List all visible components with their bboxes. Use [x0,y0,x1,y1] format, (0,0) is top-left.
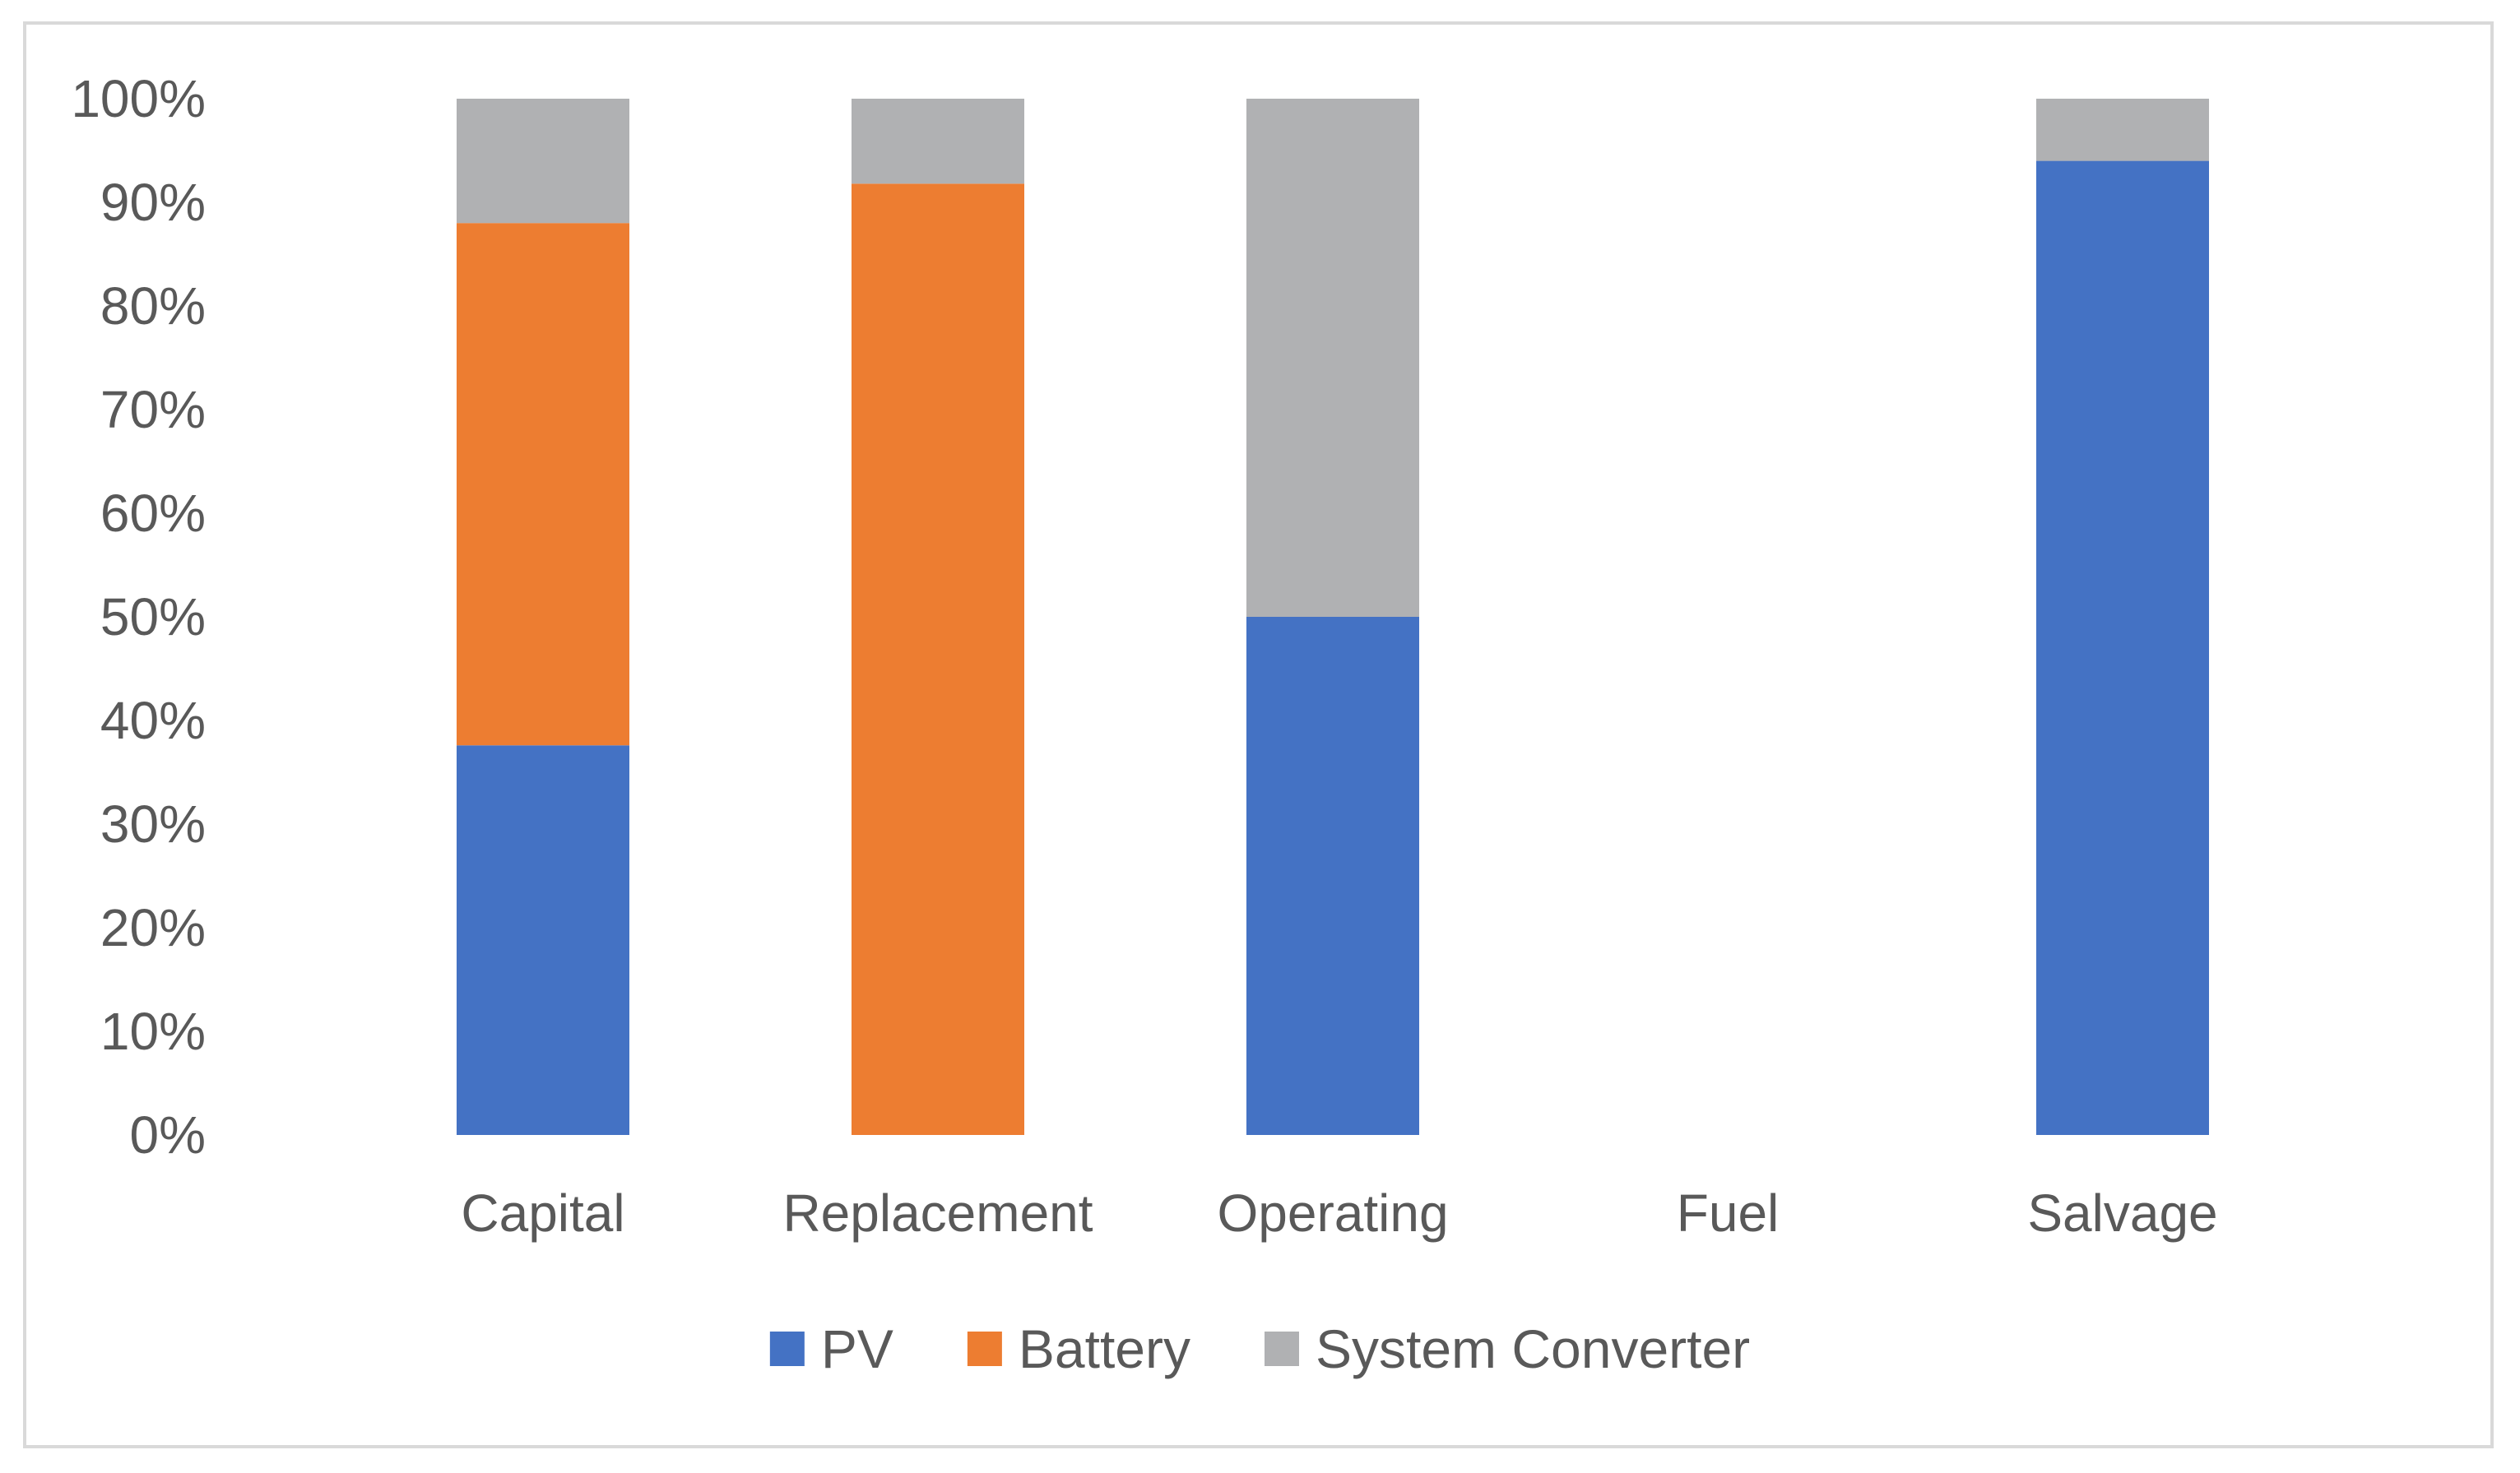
bar-capital-battery [457,223,629,746]
bar-operating-pv [1246,617,1419,1135]
bar-operating-system-converter [1246,99,1419,617]
y-tick-label: 20% [100,898,206,957]
legend-label-pv: PV [821,1318,893,1379]
y-tick-label: 50% [100,587,206,646]
bars [457,99,2209,1136]
x-tick-label: Fuel [1677,1183,1780,1243]
legend: PV Battery System Converter [769,1318,1750,1379]
y-tick-label: 10% [100,1002,206,1061]
legend-swatch-pv [769,1332,805,1366]
legend-swatch-system-converter [1264,1332,1299,1366]
x-tick-label: Capital [461,1183,624,1243]
y-tick-label: 80% [100,276,206,336]
x-tick-label: Replacement [782,1183,1093,1243]
y-tick-label: 100% [71,69,206,128]
bar-capital-pv [457,745,629,1135]
bar-salvage-system-converter [2036,99,2209,161]
legend-swatch-battery [967,1332,1002,1366]
legend-label-battery: Battery [1019,1318,1190,1379]
bar-capital-system-converter [457,99,629,224]
y-tick-label: 60% [100,484,206,543]
legend-label-system-converter: System Converter [1316,1318,1750,1379]
bar-replacement-system-converter [852,99,1024,184]
y-tick-label: 90% [100,173,206,232]
x-tick-label: Operating [1217,1183,1448,1243]
y-tick-label: 70% [100,380,206,439]
y-tick-label: 0% [130,1105,207,1165]
x-tick-label: Salvage [2027,1183,2217,1243]
y-tick-label: 30% [100,794,206,854]
bar-replacement-battery [852,183,1024,1135]
bar-salvage-pv [2036,160,2209,1136]
y-tick-label: 40% [100,691,206,750]
x-axis-ticks: Capital Replacement Operating Fuel Salvage [461,1183,2217,1243]
y-axis-ticks: 0% 10% 20% 30% 40% 50% 60% 70% 80% 90% 100% [71,69,206,1165]
